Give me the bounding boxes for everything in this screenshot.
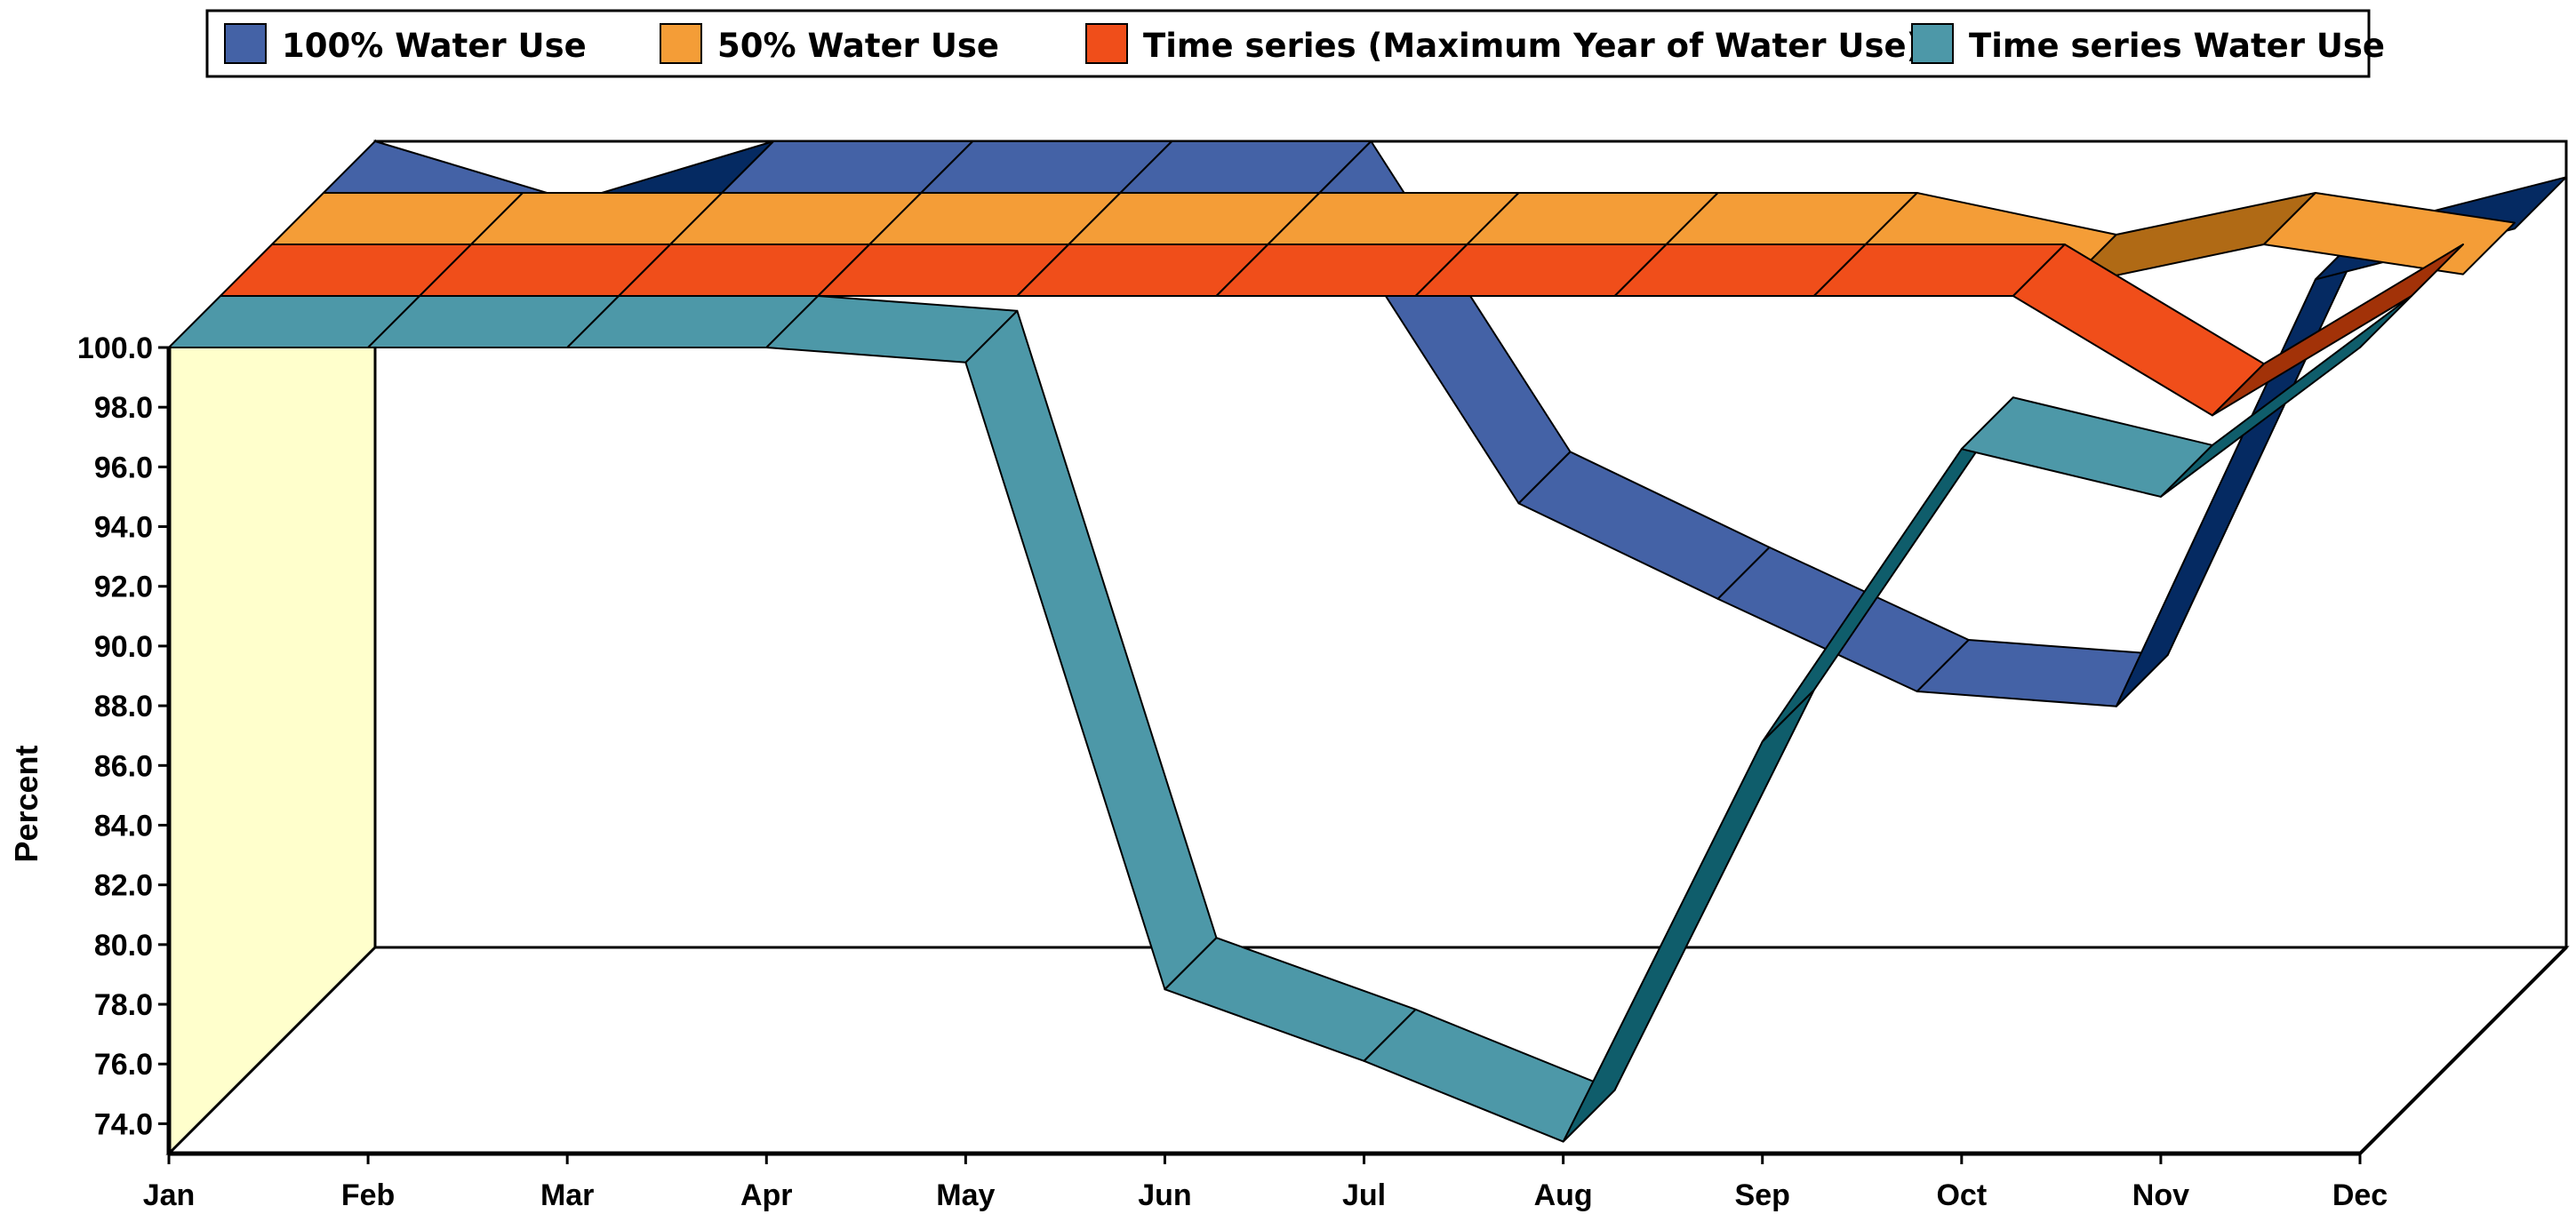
ribbon-segment [2159,295,2412,498]
legend-swatch [1911,23,1954,64]
y-tick-label: 88.0 [94,690,153,723]
ribbon-segment [2211,244,2464,417]
x-tick-label: Mar [540,1178,594,1212]
x-tick-label: Jan [143,1178,196,1212]
y-tick-label: 92.0 [94,571,153,604]
x-tick-label: Apr [740,1178,793,1212]
x-tick-label: Jun [1138,1178,1191,1212]
y-axis-title: Percent [8,745,44,862]
x-tick-label: Jul [1342,1178,1386,1212]
series-50-water-use [271,192,2516,288]
y-tick-label: 98.0 [94,391,153,425]
legend-swatch [660,23,702,64]
y-tick-label: 100.0 [77,331,153,365]
y-tick-label: 94.0 [94,511,153,545]
legend-swatch [224,23,267,64]
series-time-series-water-use [168,295,2412,1143]
legend-entry-label: Time series Water Use [1969,27,2385,65]
series-time-series-maximum-year-of-water-use- [220,244,2464,417]
x-tick-label: Nov [2132,1178,2189,1212]
y-tick-label: 84.0 [94,809,153,843]
x-tick-label: Feb [341,1178,395,1212]
y-tick-label: 76.0 [94,1048,153,1082]
x-tick-label: Oct [1936,1178,1987,1212]
floor-right-edge [2358,946,2568,1155]
x-tick-label: May [936,1178,995,1212]
y-tick-label: 78.0 [94,988,153,1022]
ribbon-segment [1164,937,1417,1062]
y-tick-label: 74.0 [94,1107,153,1141]
x-tick-label: Dec [2332,1178,2388,1212]
y-tick-label: 82.0 [94,869,153,903]
legend-entry-label: Time series (Maximum Year of Water Use) [1143,27,1922,65]
y-tick-label: 80.0 [94,929,153,962]
series-layer [168,140,2567,1143]
x-tick-label: Aug [1534,1178,1593,1212]
y-tick-label: 90.0 [94,630,153,664]
legend-swatch [1085,23,1128,64]
y-tick-label: 86.0 [94,749,153,783]
legend: 100% Water Use 50% Water Use Time series (… [205,9,2385,78]
y-tick-label: 96.0 [94,451,153,484]
legend-entry-label: 100% Water Use [282,27,587,65]
x-tick-label: Sep [1735,1178,1790,1212]
legend-entry-label: 50% Water Use [717,27,999,65]
axes-layer: 74.0 76.0 78.0 80.0 82.0 84.0 86.0 88.0 90.0 92.0… [8,331,2568,1212]
legend-box [205,9,2371,78]
